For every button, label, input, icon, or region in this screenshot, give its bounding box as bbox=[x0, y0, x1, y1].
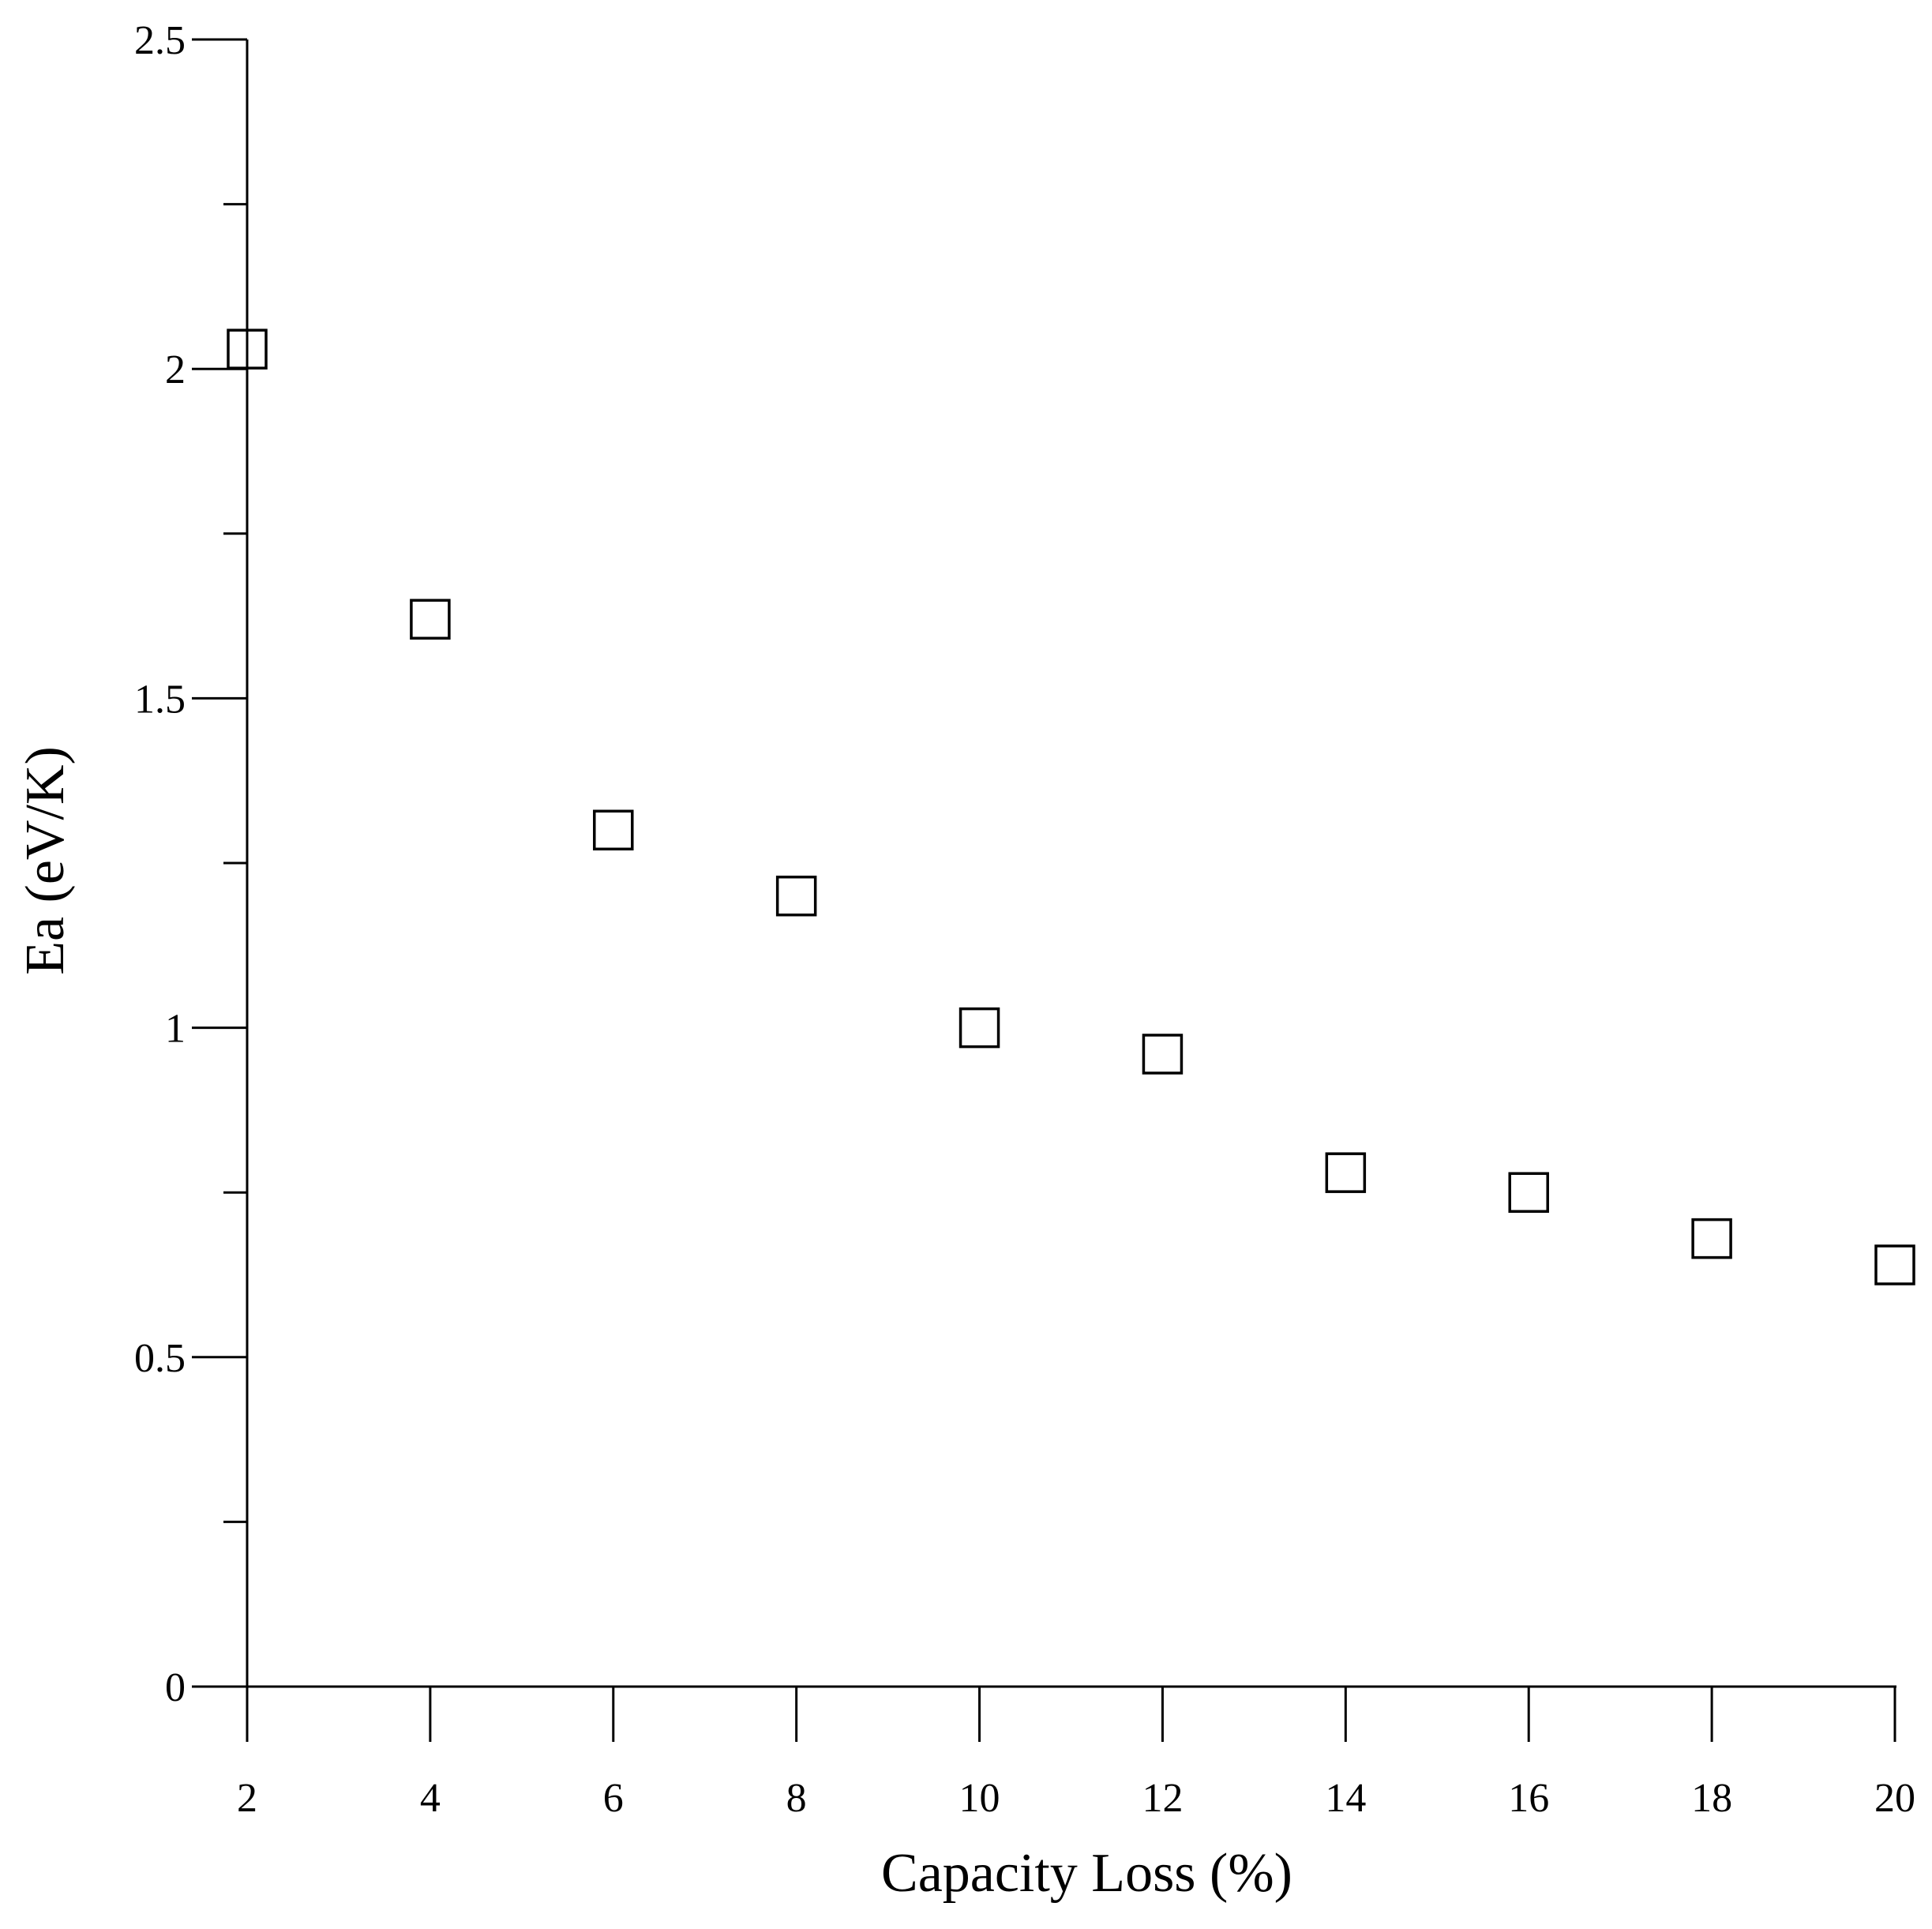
x-tick-label: 6 bbox=[603, 1776, 624, 1821]
x-tick-label: 4 bbox=[420, 1776, 441, 1821]
x-tick-label: 10 bbox=[959, 1776, 1000, 1821]
data-point bbox=[958, 1007, 1000, 1049]
data-point bbox=[1142, 1034, 1184, 1075]
y-tick-label: 2 bbox=[165, 347, 186, 392]
data-point bbox=[1325, 1152, 1367, 1193]
data-points bbox=[227, 328, 1915, 1285]
x-tick-label: 14 bbox=[1325, 1776, 1366, 1821]
x-tick-label: 16 bbox=[1508, 1776, 1549, 1821]
x-tick-label: 18 bbox=[1691, 1776, 1732, 1821]
data-point bbox=[775, 875, 817, 917]
x-tick-label: 12 bbox=[1142, 1776, 1183, 1821]
x-axis-ticks: 2 4 6 8 10 12 14 16 18 20 bbox=[237, 1687, 1915, 1821]
y-tick-label: 1 bbox=[165, 1007, 186, 1052]
y-axis-title: Ea (eV/K) bbox=[15, 746, 76, 975]
y-tick-label: 0.5 bbox=[134, 1336, 186, 1381]
data-point bbox=[1691, 1218, 1732, 1259]
x-tick-label: 20 bbox=[1874, 1776, 1915, 1821]
data-point bbox=[1508, 1172, 1549, 1213]
y-axis-ticks: 0 0.5 1 1.5 2 2.5 bbox=[134, 18, 247, 1710]
y-tick-label: 1.5 bbox=[134, 677, 186, 722]
data-point bbox=[410, 599, 451, 640]
axes bbox=[192, 39, 1896, 1688]
data-point bbox=[227, 328, 268, 370]
y-tick-label: 2.5 bbox=[134, 18, 186, 63]
data-point bbox=[593, 809, 634, 851]
x-axis-title: Capacity Loss (%) bbox=[881, 1843, 1292, 1904]
x-tick-label: 8 bbox=[786, 1776, 807, 1821]
y-tick-label: 0 bbox=[165, 1665, 186, 1710]
data-point bbox=[1874, 1244, 1915, 1285]
x-tick-label: 2 bbox=[237, 1776, 257, 1821]
